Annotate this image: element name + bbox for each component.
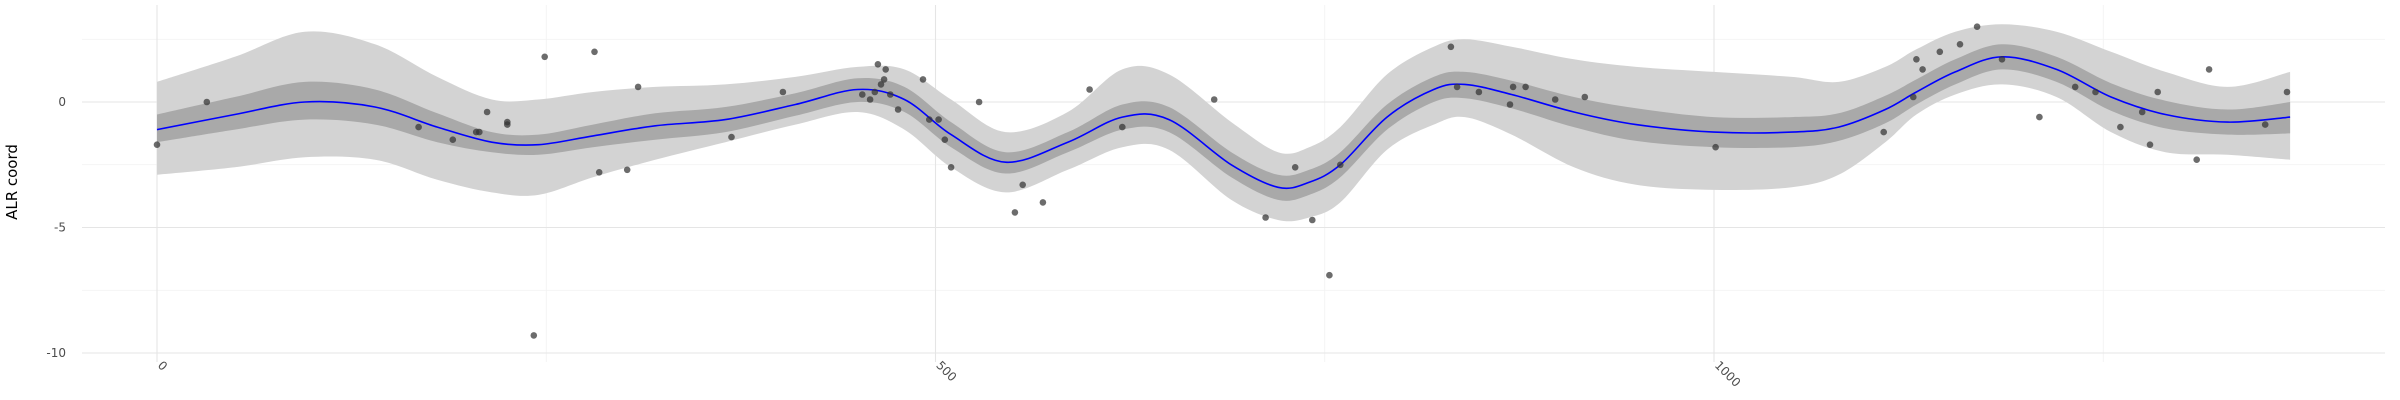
data-point — [935, 116, 942, 123]
data-point — [880, 76, 888, 83]
data-point — [634, 83, 642, 91]
data-point — [2154, 88, 2161, 96]
inner-band-area — [157, 44, 2291, 201]
data-point — [1509, 83, 1517, 91]
y-tick-label: -10 — [46, 346, 66, 360]
data-point — [866, 96, 874, 103]
data-point — [859, 91, 866, 98]
data-point — [1337, 161, 1344, 169]
data-point — [2036, 113, 2043, 121]
data-point — [541, 53, 548, 61]
data-point — [2146, 141, 2154, 148]
data-point — [1880, 128, 1887, 136]
data-point — [941, 136, 949, 143]
data-point — [595, 169, 603, 176]
data-point — [1581, 93, 1589, 101]
data-point — [1291, 164, 1299, 171]
x-tick-label: 1000 — [1712, 358, 1743, 389]
data-point — [1039, 199, 1047, 206]
mean-line-path — [156, 55, 2291, 190]
data-point — [1326, 271, 1333, 279]
data-point — [1119, 123, 1126, 131]
data-point — [728, 133, 735, 141]
data-point — [1447, 43, 1455, 51]
data-point — [2205, 66, 2213, 73]
data-point — [874, 61, 882, 68]
data-point — [1309, 216, 1316, 224]
data-point — [877, 81, 885, 88]
outer-band-area — [157, 24, 2291, 222]
data-point — [926, 116, 933, 123]
data-point — [153, 141, 161, 148]
data-point — [779, 88, 787, 96]
data-point — [871, 88, 879, 96]
data-point — [1086, 86, 1093, 93]
data-point — [1522, 83, 1529, 91]
data-point — [504, 118, 511, 126]
data-point — [1936, 48, 1944, 56]
data-point — [1019, 181, 1026, 189]
data-point — [2117, 123, 2124, 131]
data-point — [2071, 83, 2079, 91]
y-tick-label: -5 — [54, 221, 66, 235]
data-point — [483, 108, 491, 116]
data-point — [1011, 209, 1019, 216]
data-point — [2193, 156, 2200, 163]
x-axis-tick-labels: 0 500 1000 — [155, 358, 1743, 389]
data-point — [1998, 56, 2006, 63]
y-axis-tick-labels: -10 -5 0 — [46, 95, 66, 360]
y-axis-title: ALR coord — [3, 144, 21, 220]
data-point — [1475, 88, 1483, 96]
data-point — [203, 98, 211, 106]
data-point — [591, 48, 598, 56]
data-point — [947, 164, 955, 171]
data-point — [2283, 88, 2291, 96]
data-point — [1551, 96, 1559, 103]
data-point — [449, 136, 457, 143]
data-point — [975, 98, 983, 106]
data-point — [1910, 93, 1917, 101]
data-point — [887, 91, 894, 98]
data-point — [1210, 96, 1218, 103]
data-point — [530, 332, 538, 339]
data-point — [1913, 56, 1920, 63]
inner-credible-band — [157, 44, 2291, 201]
data-point — [2261, 121, 2269, 128]
observed-points — [153, 23, 2291, 339]
x-tick-label: 500 — [933, 358, 959, 384]
data-point — [2138, 108, 2146, 116]
data-point — [1453, 83, 1461, 91]
data-point — [2092, 88, 2099, 96]
data-point — [1712, 143, 1719, 151]
data-point — [1262, 214, 1269, 221]
y-tick-label: 0 — [58, 95, 66, 109]
data-point — [1956, 41, 1964, 48]
data-point — [623, 166, 631, 174]
outer-credible-band — [157, 24, 2291, 222]
data-point — [1506, 101, 1514, 108]
data-point — [1919, 66, 1926, 73]
data-point — [476, 128, 483, 136]
data-point — [1973, 23, 1981, 31]
data-point — [415, 123, 422, 131]
mean-trend-line — [156, 55, 2291, 190]
data-point — [894, 106, 902, 113]
data-point — [882, 66, 889, 73]
data-point — [919, 76, 927, 83]
